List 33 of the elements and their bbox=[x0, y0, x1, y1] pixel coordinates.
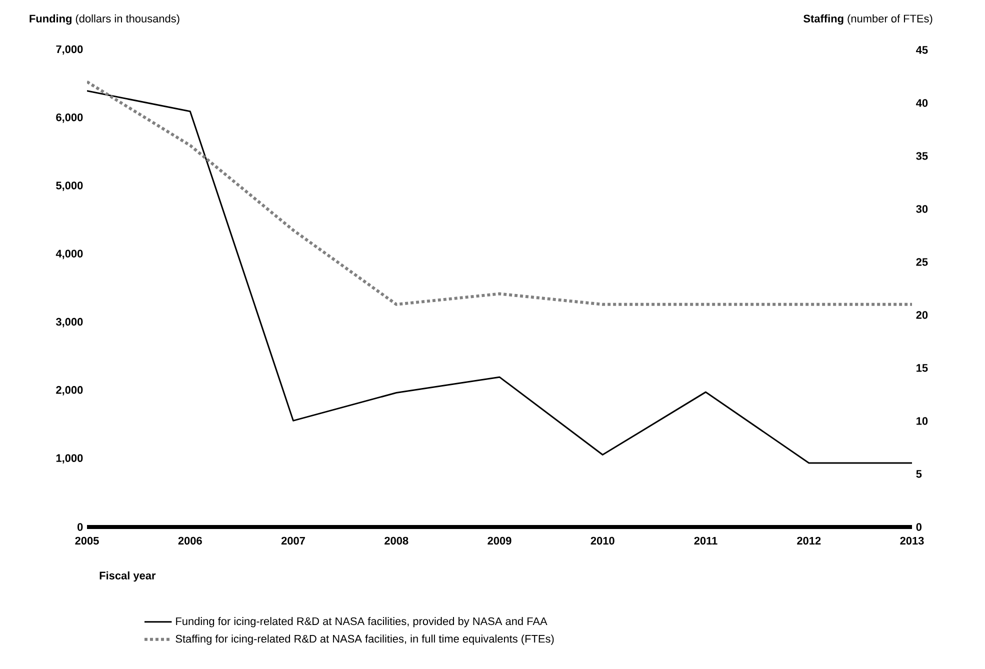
x-tick-label: 2011 bbox=[694, 536, 718, 545]
x-tick-label: 2007 bbox=[281, 536, 305, 545]
x-axis-title: Fiscal year bbox=[100, 571, 156, 582]
x-tick-label: 2012 bbox=[797, 536, 821, 545]
y2-axis-title: Staffing (number of FTEs) bbox=[804, 14, 932, 25]
legend-label: Staffing for icing-related R&D at NASA facilities, in full time equivalents (FTEs) bbox=[176, 634, 554, 645]
y2-tick-label: 10 bbox=[916, 417, 928, 425]
y2-tick-label: 35 bbox=[916, 152, 928, 160]
y2-tick-label: 20 bbox=[916, 311, 928, 319]
x-tick-label: 2010 bbox=[590, 536, 614, 545]
x-tick-label: 2005 bbox=[75, 536, 99, 545]
y-tick-label: 1,000 bbox=[56, 454, 83, 464]
y2-tick-label: 30 bbox=[916, 205, 928, 213]
y-axis-title: Funding (dollars in thousands) bbox=[30, 14, 180, 25]
y2-tick-label: 45 bbox=[916, 46, 928, 54]
x-tick-label: 2006 bbox=[178, 536, 202, 545]
x-tick-label: 2009 bbox=[488, 536, 512, 545]
x-tick-label: 2013 bbox=[900, 536, 924, 545]
y-tick-label: 5,000 bbox=[56, 182, 83, 191]
y2-tick-label: 5 bbox=[916, 470, 922, 478]
y2-tick-label: 40 bbox=[916, 99, 928, 107]
y2-tick-label: 15 bbox=[916, 364, 928, 372]
legend-label: Funding for icing-related R&D at NASA facilities, provided by NASA and FAA bbox=[176, 617, 548, 628]
y-tick-label: 7,000 bbox=[56, 45, 83, 55]
y2-tick-label: 25 bbox=[916, 258, 928, 266]
y-tick-label: 4,000 bbox=[56, 250, 83, 260]
y-tick-label: 3,000 bbox=[56, 318, 83, 328]
y-tick-label: 6,000 bbox=[56, 113, 83, 123]
y-tick-label: 0 bbox=[77, 523, 83, 531]
x-tick-label: 2008 bbox=[384, 536, 408, 545]
line-series bbox=[87, 90, 912, 464]
y2-tick-label: 0 bbox=[916, 523, 922, 531]
y-tick-label: 2,000 bbox=[56, 386, 83, 396]
